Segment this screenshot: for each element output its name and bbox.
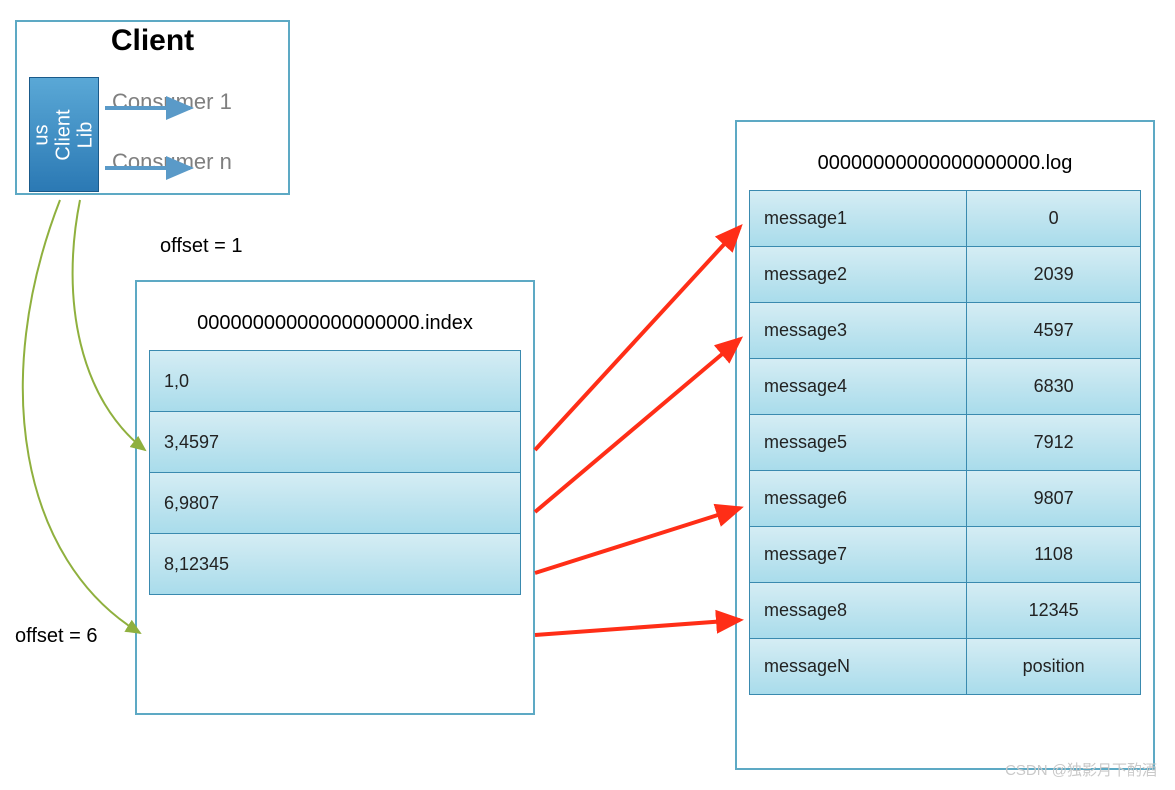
index-filename: 00000000000000000000.index bbox=[137, 312, 533, 335]
log-msg: messageN bbox=[749, 638, 967, 695]
index-row: 6,9807 bbox=[149, 472, 521, 534]
log-pos: 7912 bbox=[966, 414, 1141, 471]
log-row: message6 9807 bbox=[749, 470, 1141, 527]
index-to-log-arrow bbox=[535, 508, 740, 573]
log-row: message8 12345 bbox=[749, 582, 1141, 639]
log-msg: message1 bbox=[749, 190, 967, 247]
client-lib: us Client Lib bbox=[29, 77, 99, 192]
log-msg: message5 bbox=[749, 414, 967, 471]
index-to-log-arrow bbox=[535, 339, 740, 512]
log-rows: message1 0 message2 2039 message3 4597 m… bbox=[749, 190, 1141, 695]
offset-6-label: offset = 6 bbox=[15, 625, 97, 648]
log-msg: message2 bbox=[749, 246, 967, 303]
client-box: Client us Client Lib Consumer 1 Consumer… bbox=[15, 20, 290, 195]
consumer-n-label: Consumer n bbox=[112, 149, 232, 175]
log-pos: 1108 bbox=[966, 526, 1141, 583]
offset-1-label: offset = 1 bbox=[160, 235, 242, 258]
log-msg: message8 bbox=[749, 582, 967, 639]
log-filename: 00000000000000000000.log bbox=[737, 152, 1153, 175]
index-row: 8,12345 bbox=[149, 533, 521, 595]
log-pos: 0 bbox=[966, 190, 1141, 247]
index-file-box: 00000000000000000000.index 1,0 3,4597 6,… bbox=[135, 280, 535, 715]
index-row: 3,4597 bbox=[149, 411, 521, 473]
log-file-box: 00000000000000000000.log message1 0 mess… bbox=[735, 120, 1155, 770]
log-row: message4 6830 bbox=[749, 358, 1141, 415]
offset-arrow bbox=[23, 200, 140, 633]
log-pos: 9807 bbox=[966, 470, 1141, 527]
log-pos: 12345 bbox=[966, 582, 1141, 639]
client-lib-label: us Client Lib bbox=[31, 109, 97, 160]
index-to-log-arrow bbox=[535, 620, 740, 635]
log-msg: message3 bbox=[749, 302, 967, 359]
index-to-log-arrow bbox=[535, 227, 740, 450]
client-title: Client bbox=[17, 24, 288, 58]
watermark: CSDN @独影月下酌酒 bbox=[1005, 759, 1157, 780]
log-msg: message7 bbox=[749, 526, 967, 583]
log-row: message1 0 bbox=[749, 190, 1141, 247]
log-pos: 4597 bbox=[966, 302, 1141, 359]
index-rows: 1,0 3,4597 6,9807 8,12345 bbox=[149, 350, 521, 595]
log-pos: position bbox=[966, 638, 1141, 695]
index-row: 1,0 bbox=[149, 350, 521, 412]
log-msg: message4 bbox=[749, 358, 967, 415]
log-row: message2 2039 bbox=[749, 246, 1141, 303]
log-row: message5 7912 bbox=[749, 414, 1141, 471]
consumer-1-label: Consumer 1 bbox=[112, 89, 232, 115]
log-pos: 2039 bbox=[966, 246, 1141, 303]
log-msg: message6 bbox=[749, 470, 967, 527]
log-pos: 6830 bbox=[966, 358, 1141, 415]
log-row: messageN position bbox=[749, 638, 1141, 695]
log-row: message3 4597 bbox=[749, 302, 1141, 359]
log-row: message7 1108 bbox=[749, 526, 1141, 583]
